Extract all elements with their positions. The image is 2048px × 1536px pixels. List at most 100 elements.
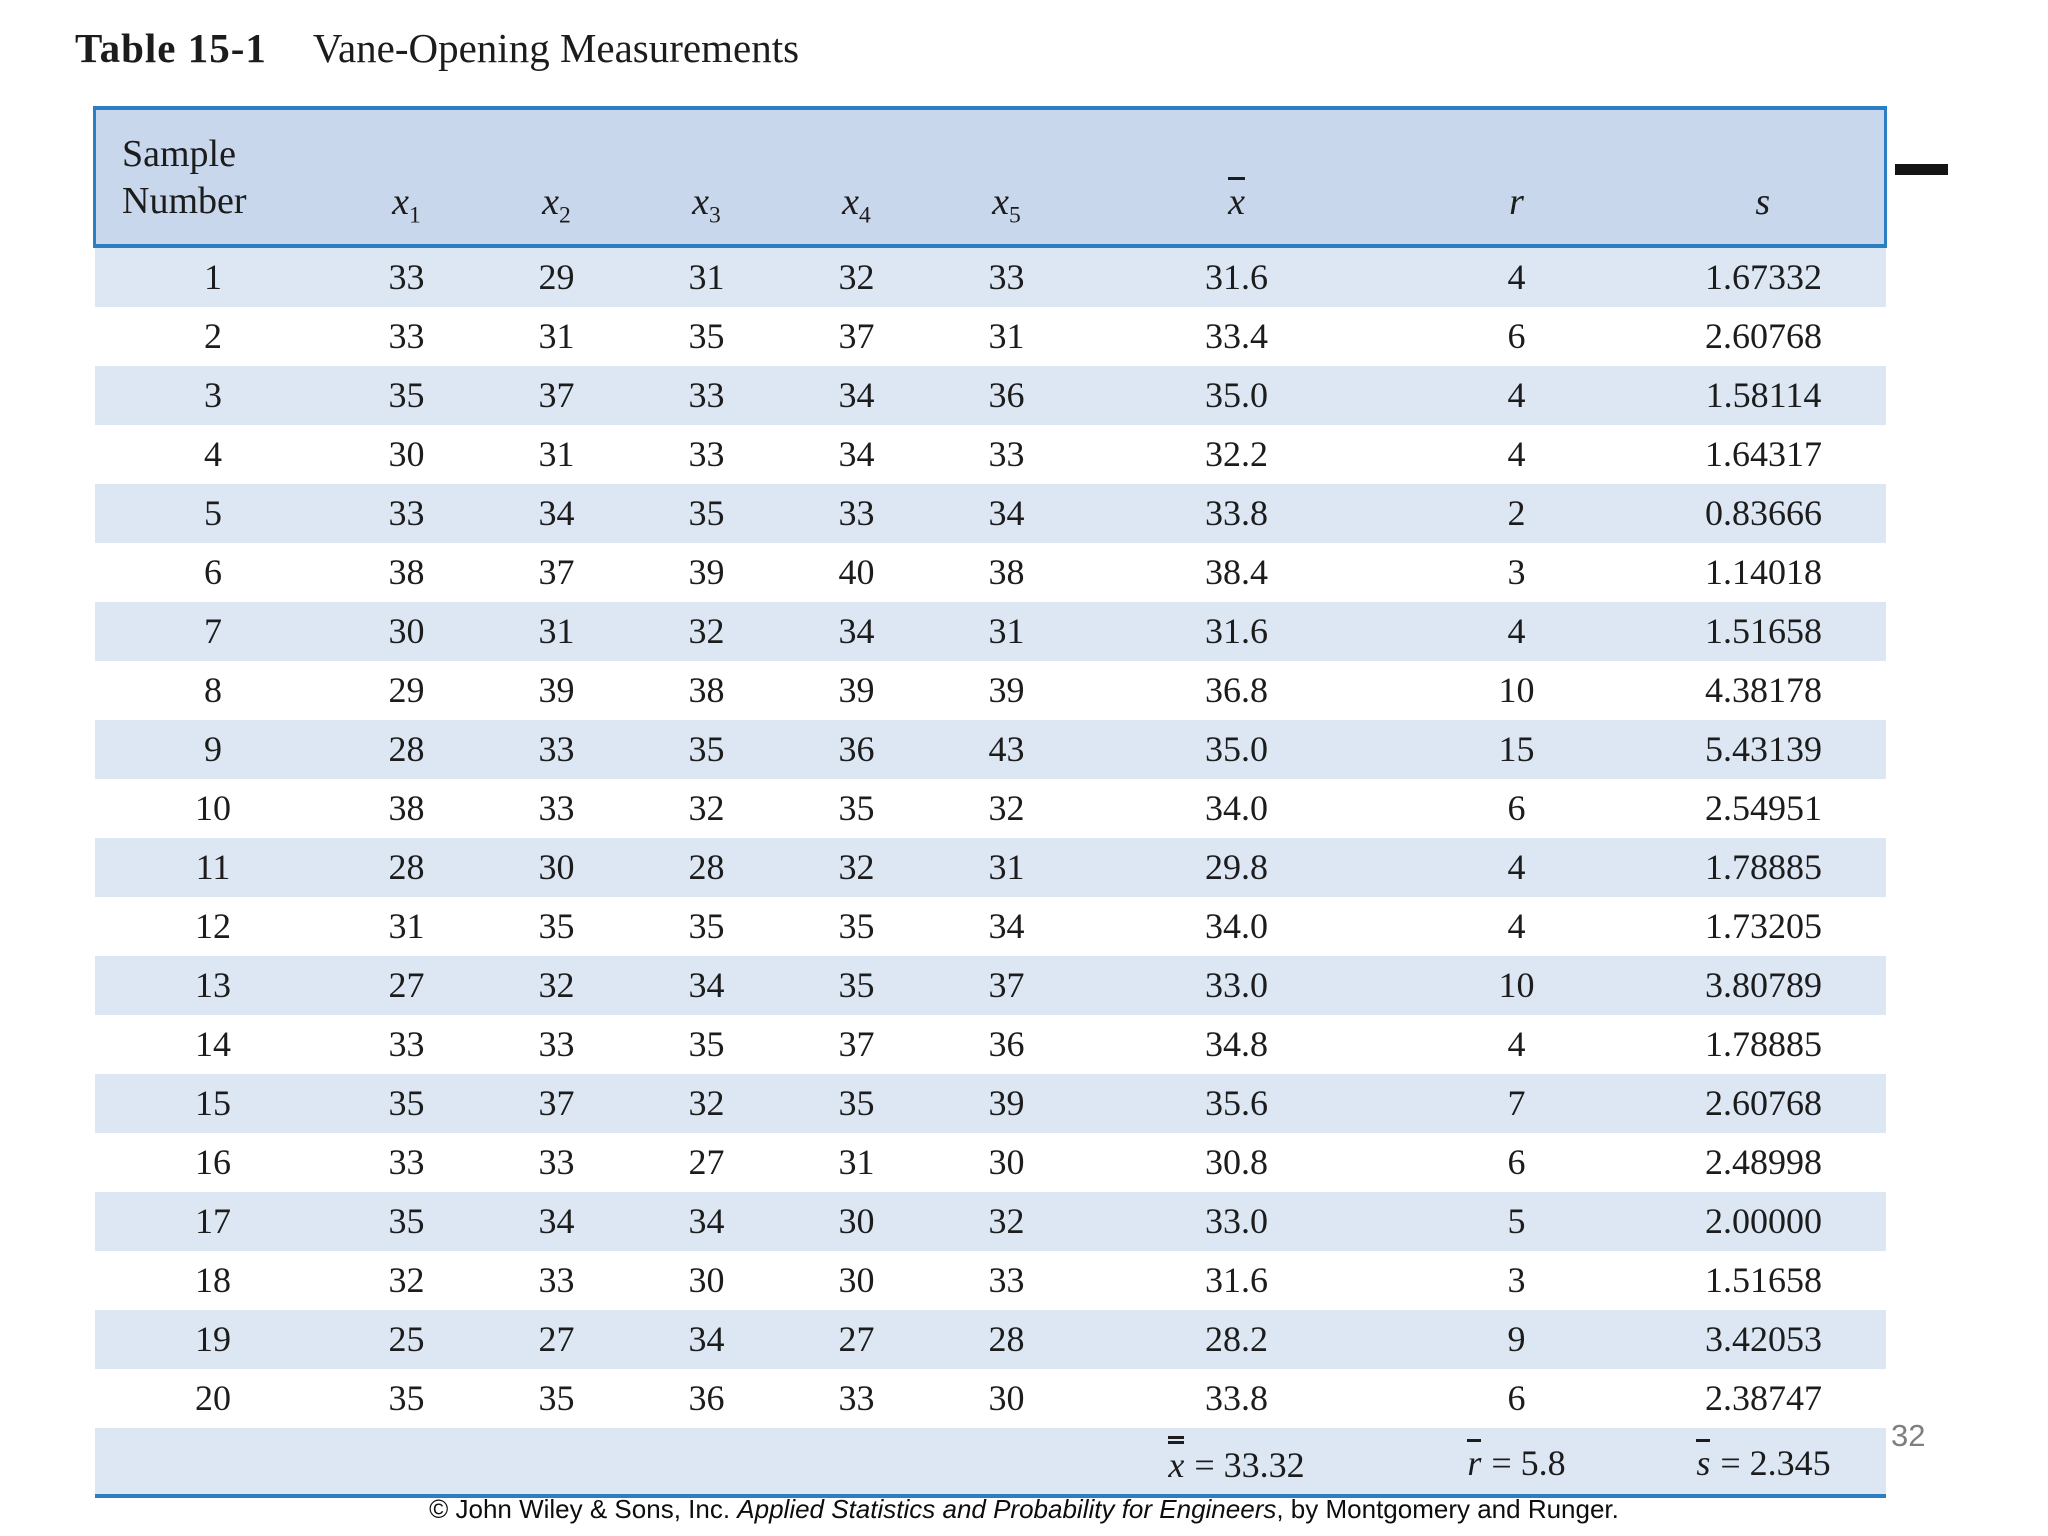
value-cell: 33 [838, 1378, 875, 1418]
value-cell: 31 [931, 602, 1082, 661]
value-cell: 5 [1391, 1192, 1642, 1251]
value-cell: 1.64317 [1705, 434, 1822, 474]
value-cell: 31 [538, 316, 575, 356]
value-cell: 32 [631, 602, 782, 661]
sample-number-cell: 17 [94, 1192, 332, 1251]
value-cell: 36 [781, 720, 932, 779]
value-cell: 35.0 [1081, 366, 1392, 425]
summary-mean-range-cell: r = 5.8 [1391, 1428, 1642, 1496]
value-cell: 35 [631, 720, 782, 779]
value-cell: 1.14018 [1705, 552, 1822, 592]
value-cell: 30 [988, 1142, 1025, 1182]
value-cell: 33.4 [1205, 316, 1268, 356]
value-cell: 33 [538, 1024, 575, 1064]
table-summary: x = 33.32 r = 5.8 s = 2.345 [94, 1428, 1886, 1496]
table-row: 2 33 31 35 37 31 33.4 6 2.60768 [95, 307, 1886, 366]
value-cell: 38 [388, 552, 425, 592]
value-cell: 27 [481, 1310, 632, 1369]
value-cell: 28 [331, 720, 482, 779]
value-cell: 32 [931, 1192, 1082, 1251]
value-cell: 35 [388, 1378, 425, 1418]
value-cell: 37 [481, 366, 632, 425]
value-cell: 6 [1507, 316, 1526, 356]
table-row: 9 28 33 35 36 43 35.0 15 5.43139 [94, 720, 1886, 779]
table-row: 20 35 35 36 33 30 33.8 6 2.38747 [95, 1369, 1886, 1428]
value-cell: 2.54951 [1705, 788, 1822, 828]
sample-number-cell: 11 [94, 838, 332, 897]
value-cell: 5.43139 [1641, 720, 1886, 779]
value-cell: 31 [631, 246, 782, 307]
col-header-x4: x4 [781, 108, 932, 248]
sample-number-cell: 5 [94, 484, 332, 543]
footer-book-title: Applied Statistics and Probability for E… [737, 1494, 1277, 1524]
value-cell: 33.8 [1081, 484, 1392, 543]
table-row: 6 38 37 39 40 38 38.4 3 1.14018 [95, 543, 1886, 602]
value-cell: 4.38178 [1705, 670, 1822, 710]
value-cell: 31 [838, 1142, 875, 1182]
value-cell: 43 [931, 720, 1082, 779]
value-cell: 30 [781, 1192, 932, 1251]
value-cell: 35 [631, 484, 782, 543]
value-cell: 1.78885 [1705, 1024, 1822, 1064]
sample-number-cell: 9 [94, 720, 332, 779]
table-body: 1 33 29 31 32 33 31.6 4 1.67332 2 33 31 35 37 31 33.4 6 2… [94, 246, 1886, 1428]
value-cell: 36 [988, 1024, 1025, 1064]
table-row: 19 25 27 34 27 28 28.2 9 3.42053 [94, 1310, 1886, 1369]
value-cell: 33 [331, 246, 482, 307]
value-cell: 2.00000 [1641, 1192, 1886, 1251]
value-cell: 2.60768 [1641, 1074, 1886, 1133]
col-header-r: r [1391, 108, 1642, 248]
col-header-sample-number: Sample Number [93, 108, 332, 248]
value-cell: 34 [781, 366, 932, 425]
value-cell: 31.6 [1081, 246, 1392, 307]
value-cell: 6 [1507, 1378, 1526, 1418]
table-row: 8 29 39 38 39 39 36.8 10 4.38178 [95, 661, 1886, 720]
col-header-xbar: x [1081, 108, 1392, 248]
value-cell: 37 [481, 1074, 632, 1133]
value-cell: 3 [1507, 1260, 1526, 1300]
value-cell: 33.0 [1081, 956, 1392, 1015]
value-cell: 31 [931, 838, 1082, 897]
value-cell: 32 [388, 1260, 425, 1300]
table-row: 16 33 33 27 31 30 30.8 6 2.48998 [95, 1133, 1886, 1192]
value-cell: 35 [838, 788, 875, 828]
sample-number-cell: 8 [204, 670, 222, 710]
value-cell: 35.6 [1081, 1074, 1392, 1133]
value-cell: 30 [688, 1260, 725, 1300]
value-cell: 30.8 [1205, 1142, 1268, 1182]
value-cell: 33 [931, 246, 1082, 307]
value-cell: 31.6 [1205, 1260, 1268, 1300]
value-cell: 37 [931, 956, 1082, 1015]
sample-number-cell: 16 [195, 1142, 231, 1182]
sample-number-cell: 20 [195, 1378, 231, 1418]
header-sample-line1: Sample [122, 133, 236, 176]
table-row: 3 35 37 33 34 36 35.0 4 1.58114 [94, 366, 1886, 425]
value-cell: 31 [538, 434, 575, 474]
table-title: Table 15-1 Vane-Opening Measurements [75, 24, 799, 72]
value-cell: 4 [1391, 246, 1642, 307]
value-cell: 32.2 [1205, 434, 1268, 474]
value-cell: 33 [331, 484, 482, 543]
value-cell: 35 [331, 366, 482, 425]
sample-number-cell: 14 [195, 1024, 231, 1064]
sample-number-cell: 4 [204, 434, 222, 474]
value-cell: 6 [1507, 1142, 1526, 1182]
value-cell: 34 [631, 1192, 782, 1251]
table-row: 13 27 32 34 35 37 33.0 10 3.80789 [94, 956, 1886, 1015]
value-cell: 30 [988, 1378, 1025, 1418]
sample-number-cell: 3 [94, 366, 332, 425]
table-row: 18 32 33 30 30 33 31.6 3 1.51658 [95, 1251, 1886, 1310]
value-cell: 33 [538, 1260, 575, 1300]
summary-empty-cell [94, 1428, 1082, 1496]
value-cell: 10 [1391, 956, 1642, 1015]
value-cell: 1.51658 [1641, 602, 1886, 661]
value-cell: 1.51658 [1705, 1260, 1822, 1300]
value-cell: 35 [538, 1378, 575, 1418]
value-cell: 35 [331, 1192, 482, 1251]
table-row: 1 33 29 31 32 33 31.6 4 1.67332 [94, 246, 1886, 307]
value-cell: 32 [481, 956, 632, 1015]
value-cell: 34.0 [1205, 788, 1268, 828]
value-cell: 35 [331, 1074, 482, 1133]
value-cell: 35 [688, 1024, 725, 1064]
value-cell: 6 [1507, 788, 1526, 828]
